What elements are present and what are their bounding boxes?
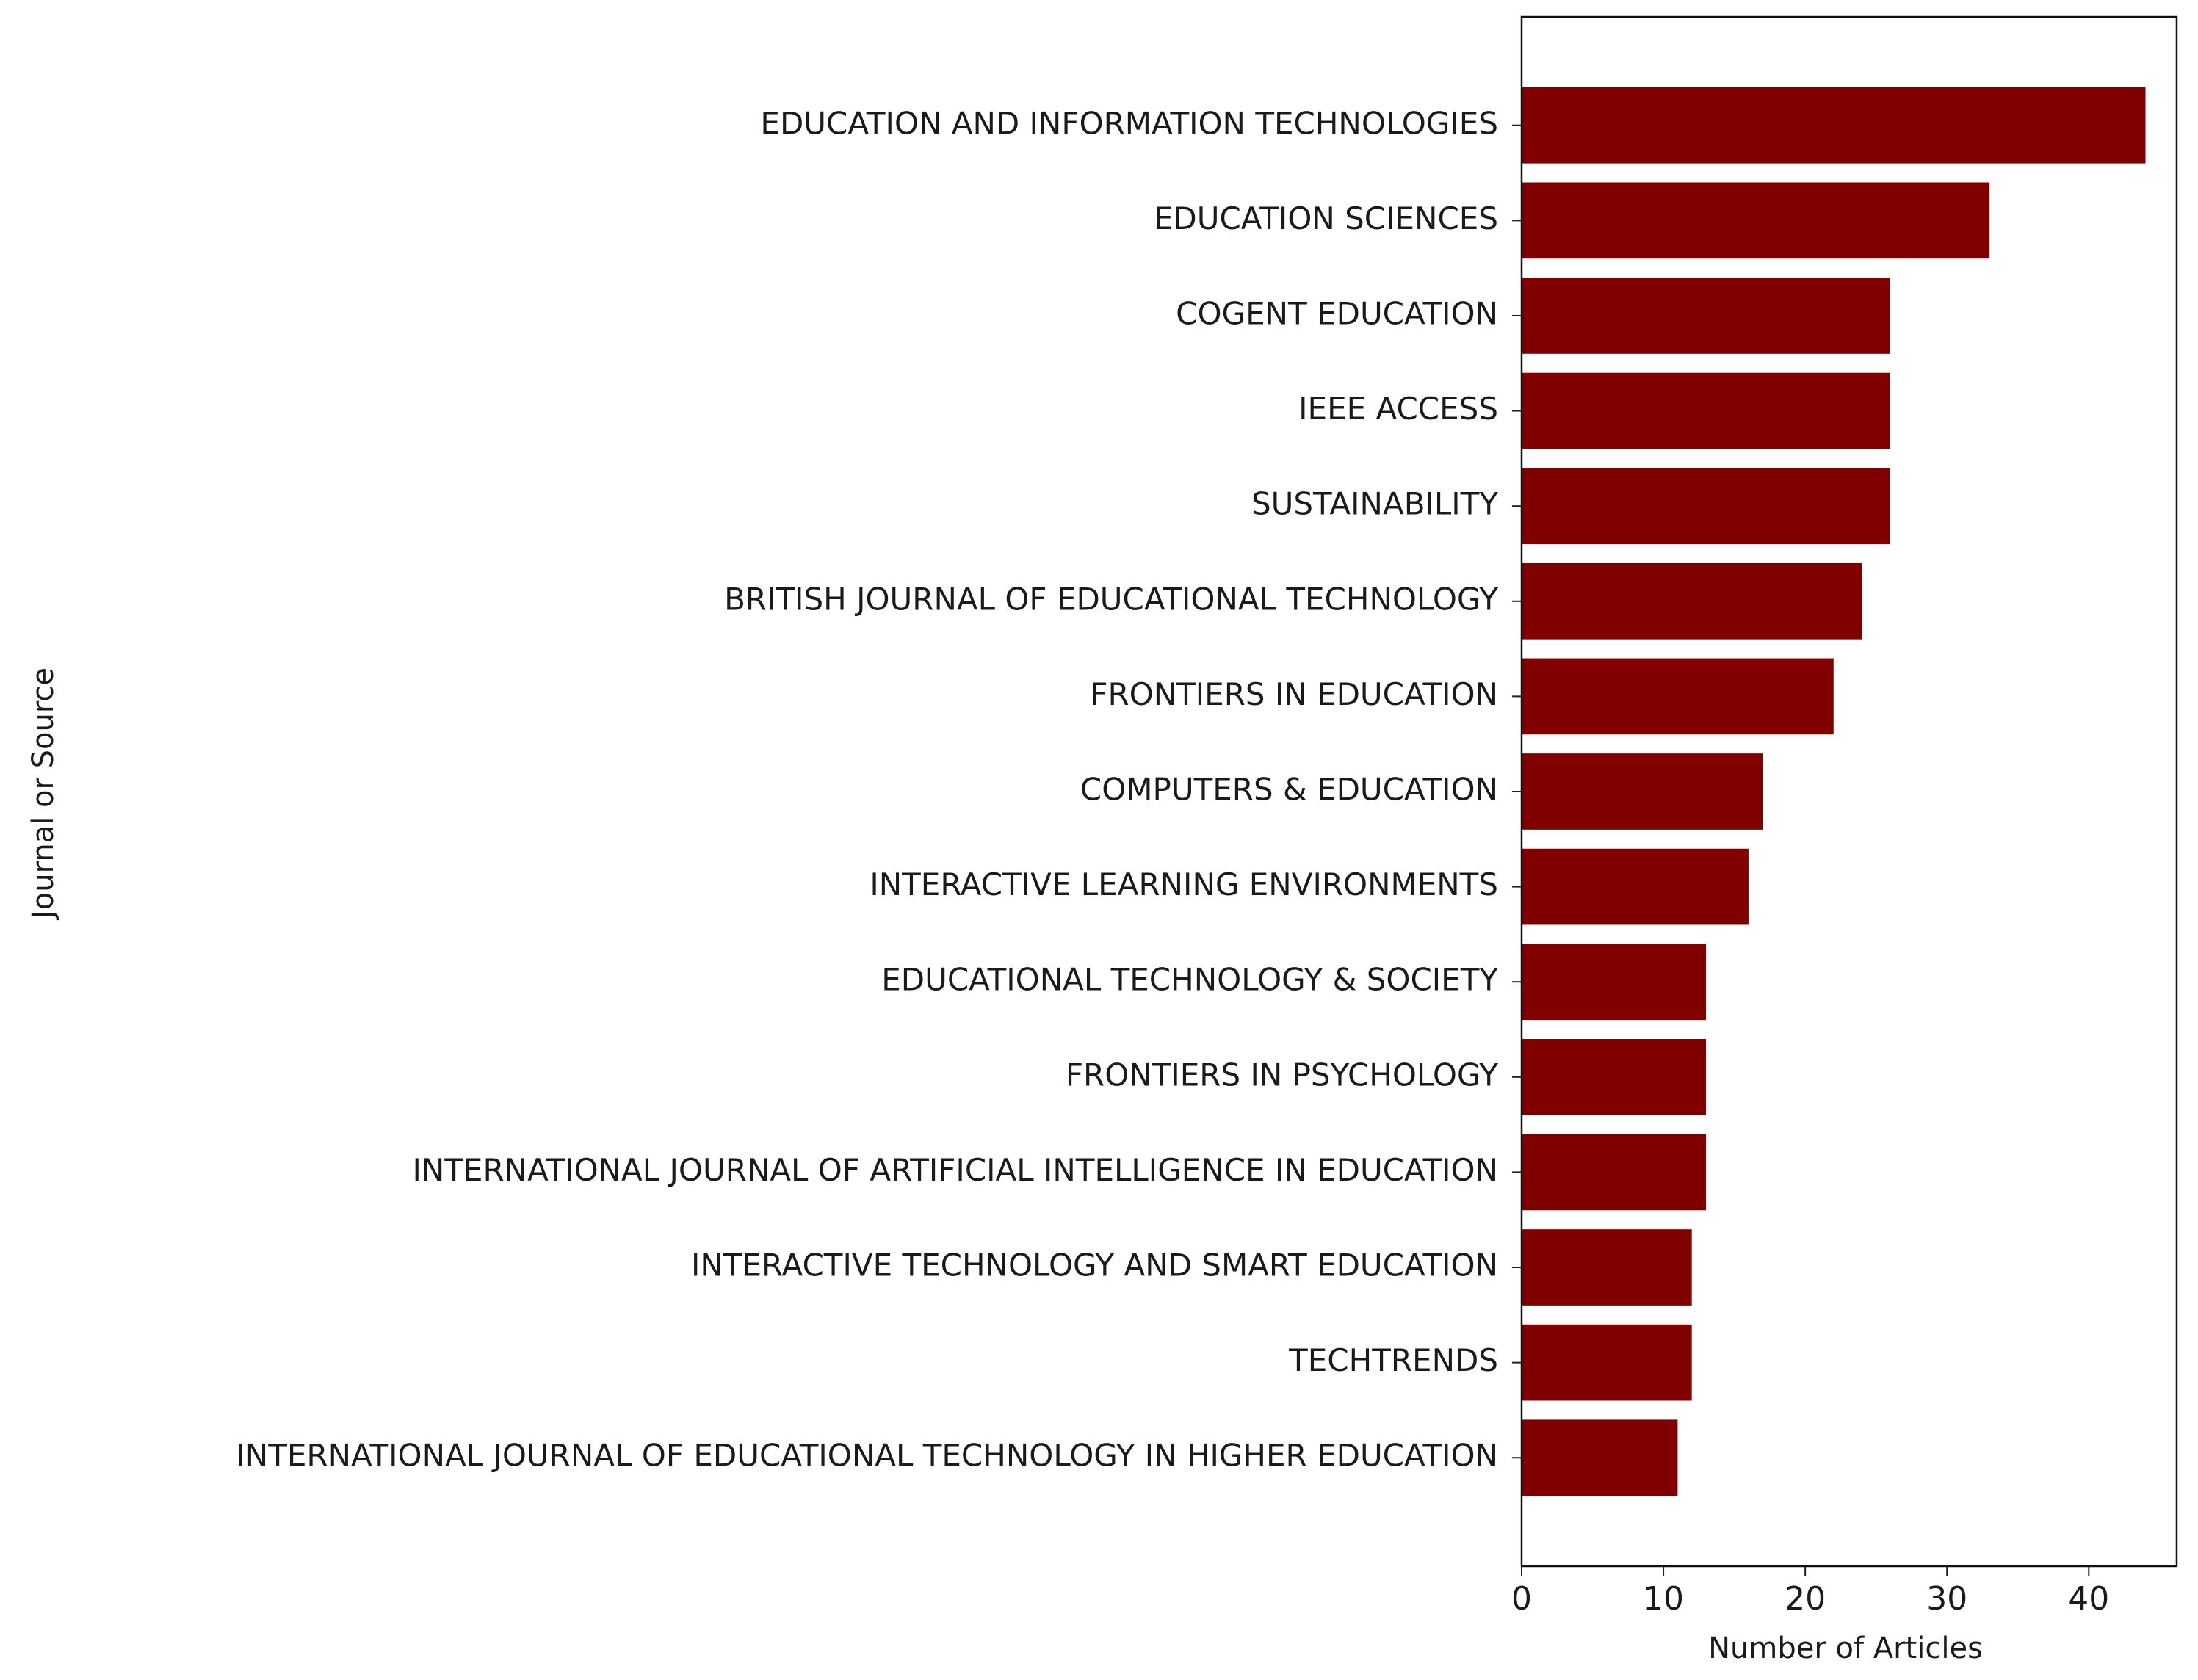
bar <box>1522 753 1763 830</box>
bar <box>1522 1229 1692 1306</box>
y-tick-label: IEEE ACCESS <box>1298 391 1498 427</box>
bar <box>1522 468 1890 545</box>
y-tick-label: INTERACTIVE LEARNING ENVIRONMENTS <box>870 866 1498 902</box>
bar <box>1522 562 1862 640</box>
x-tick-label: 10 <box>1643 1580 1684 1618</box>
y-tick-label: SUSTAINABILITY <box>1251 486 1498 522</box>
y-tick-label: FRONTIERS IN EDUCATION <box>1090 676 1498 712</box>
x-tick-label: 0 <box>1511 1580 1532 1618</box>
bar <box>1522 848 1749 925</box>
y-tick-label: COMPUTERS & EDUCATION <box>1080 772 1498 808</box>
x-tick-label: 20 <box>1785 1580 1826 1618</box>
bar <box>1522 658 1834 735</box>
bar <box>1522 1419 1678 1496</box>
y-tick-label: TECHTRENDS <box>1288 1342 1498 1378</box>
y-tick-label: INTERACTIVE TECHNOLOGY AND SMART EDUCATI… <box>691 1248 1498 1283</box>
bar <box>1522 182 1990 259</box>
y-tick-label: COGENT EDUCATION <box>1176 295 1498 331</box>
bar <box>1522 1134 1706 1211</box>
x-tick-label: 30 <box>1926 1580 1967 1618</box>
bar <box>1522 1038 1706 1115</box>
y-tick-label: BRITISH JOURNAL OF EDUCATIONAL TECHNOLOG… <box>724 581 1498 617</box>
y-tick-label: FRONTIERS IN PSYCHOLOGY <box>1066 1057 1498 1093</box>
x-tick-label: 40 <box>2068 1580 2109 1618</box>
plot-frame <box>1520 15 2178 1568</box>
bar <box>1522 1324 1692 1401</box>
y-tick-label: EDUCATION SCIENCES <box>1154 200 1498 236</box>
bar <box>1522 944 1706 1021</box>
y-tick-label: INTERNATIONAL JOURNAL OF EDUCATIONAL TEC… <box>236 1438 1498 1474</box>
y-tick-label: INTERNATIONAL JOURNAL OF ARTIFICIAL INTE… <box>412 1152 1498 1188</box>
y-axis-label: Journal or Source <box>26 667 60 921</box>
y-tick-label: EDUCATION AND INFORMATION TECHNOLOGIES <box>760 105 1498 141</box>
bar <box>1522 87 2146 164</box>
y-tick-label: EDUCATIONAL TECHNOLOGY & SOCIETY <box>881 962 1498 998</box>
bar <box>1522 278 1890 354</box>
x-axis-label: Number of Articles <box>1708 1632 1983 1665</box>
bar <box>1522 372 1890 449</box>
